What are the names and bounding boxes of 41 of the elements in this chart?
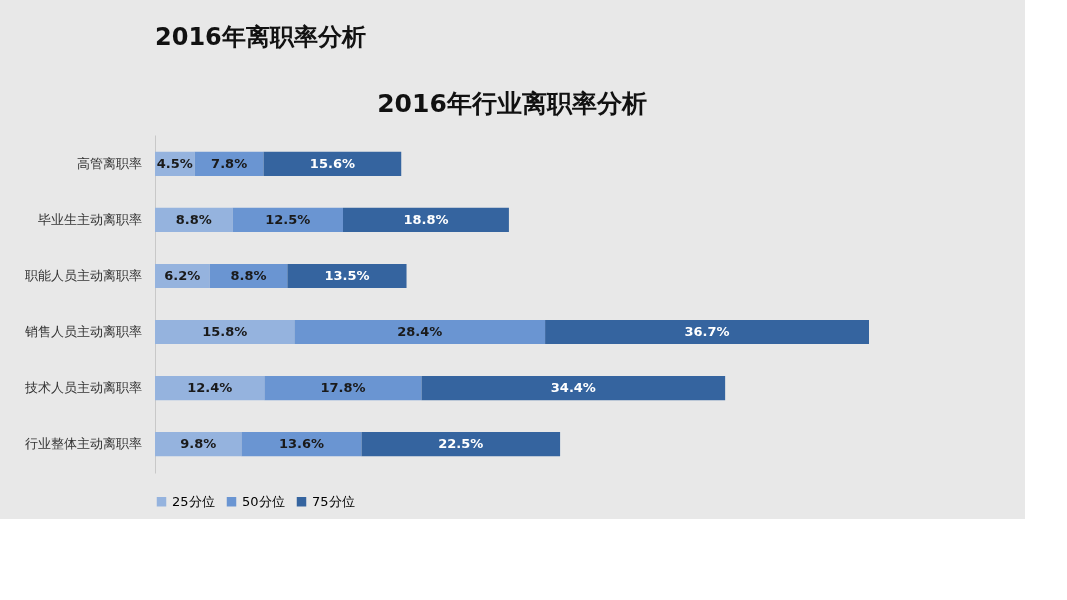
legend-label: 75分位 [312, 493, 355, 509]
data-label: 12.5% [265, 211, 311, 227]
bar [294, 319, 546, 345]
data-label: 28.4% [397, 324, 443, 340]
bar [232, 207, 343, 232]
data-label: 18.8% [403, 211, 449, 227]
text: 2016年离职率分析 [155, 23, 366, 51]
y-tick-label: 高管离职率 [76, 155, 142, 171]
data-label: 15.8% [202, 324, 248, 340]
bar [421, 376, 726, 401]
data-label: 34.4% [550, 380, 596, 396]
y-tick-label: 行业整体主动离职率 [24, 436, 142, 452]
y-tick-label: 职能人员主动离职率 [24, 267, 142, 283]
data-label: 22.5% [438, 436, 484, 452]
y-tick-label: 毕业生主动离职率 [37, 211, 142, 227]
y-tick-label: 销售人员主动离职率 [23, 324, 142, 340]
bar [264, 376, 422, 401]
data-label: 13.6% [278, 436, 325, 452]
bar [241, 432, 362, 457]
bar [361, 432, 561, 457]
data-label: 12.4% [187, 380, 233, 396]
chart-title: 2016年行业离职率分析 [377, 89, 647, 118]
data-label: 17.8% [320, 380, 366, 396]
data-label: 4.5% [156, 155, 193, 171]
bar [263, 151, 402, 176]
data-label: 7.8% [211, 155, 248, 171]
data-label: 6.2% [164, 267, 201, 283]
data-label: 8.8% [230, 267, 267, 283]
data-label: 9.8% [180, 436, 217, 452]
bar [287, 263, 407, 289]
bar [342, 207, 509, 232]
bar [545, 319, 869, 345]
data-label: 13.5% [324, 267, 370, 283]
data-label: 15.6% [309, 155, 355, 171]
bar [155, 319, 295, 345]
bar [155, 376, 265, 401]
legend-label: 25分位 [172, 493, 215, 509]
y-tick-label: 技术人员主动离职率 [23, 380, 142, 396]
legend-label: 50分位 [242, 493, 285, 509]
data-label: 8.8% [175, 211, 212, 227]
data-label: 36.7% [684, 324, 730, 340]
